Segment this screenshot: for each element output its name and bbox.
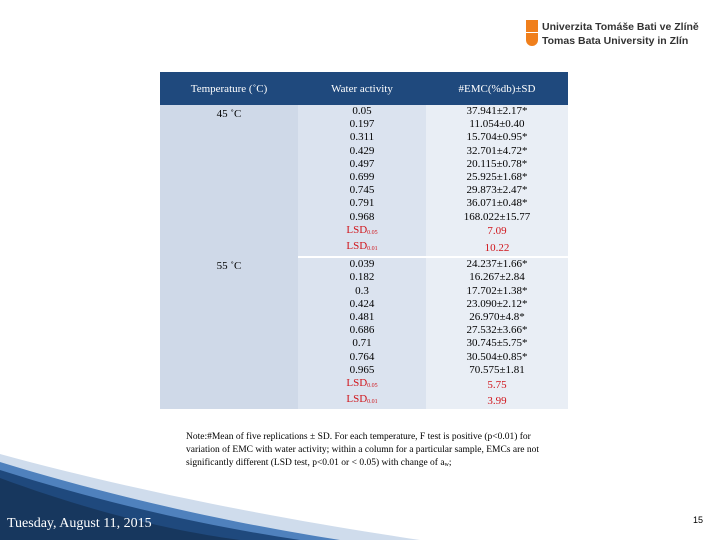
header-temperature: Temperature (˚C)	[160, 72, 298, 105]
logo-text: Univerzita Tomáše Bati ve Zlíně Tomas Ba…	[542, 20, 699, 48]
water-activity-cell: 0.965	[298, 363, 426, 378]
lsd-row: LSD0.05 7.09	[160, 223, 568, 241]
lsd-label-cell: LSD0.01	[298, 393, 426, 410]
lsd-row: LSD0.05 5.75	[160, 377, 568, 394]
note-text: Note:#Mean of five replications ± SD. Fo…	[186, 432, 539, 468]
table-row: 55 ˚C 0.039 24.237±1.66*	[160, 256, 568, 410]
table-row: 0.424 23.090±2.12*	[160, 297, 568, 312]
lsd-value-cell: 7.09	[426, 223, 568, 241]
table-row: 0.197 11.054±0.40	[160, 118, 568, 132]
table-header-row: Temperature (˚C) Water activity #EMC(%db…	[160, 72, 568, 105]
footer-wave-decoration	[0, 454, 420, 540]
emc-cell: 168.022±15.77	[426, 210, 568, 224]
lsd-row: LSD0.01 3.99	[160, 393, 568, 410]
water-activity-cell: 0.039	[298, 256, 426, 272]
table-row: 0.745 29.873±2.47*	[160, 184, 568, 198]
table-row: 0.965 70.575±1.81	[160, 363, 568, 378]
water-activity-cell: 0.791	[298, 197, 426, 211]
table-row: 0.699 25.925±1.68*	[160, 171, 568, 185]
emc-cell: 24.237±1.66*	[426, 256, 568, 272]
water-activity-cell: 0.497	[298, 157, 426, 172]
water-activity-cell: 0.968	[298, 210, 426, 224]
table-row: 0.3 17.702±1.38*	[160, 284, 568, 298]
university-logo: Univerzita Tomáše Bati ve Zlíně Tomas Ba…	[526, 17, 699, 51]
lsd-subscript: 0.05	[367, 229, 378, 236]
emc-cell: 17.702±1.38*	[426, 284, 568, 298]
temperature-cell: 55 ˚C	[160, 257, 298, 410]
lsd-label-cell: LSD0.05	[298, 377, 426, 394]
emc-cell: 20.115±0.78*	[426, 157, 568, 172]
table-note: Note:#Mean of five replications ± SD. Fo…	[186, 431, 546, 472]
emc-cell: 30.504±0.85*	[426, 350, 568, 364]
water-activity-cell: 0.311	[298, 131, 426, 145]
emc-cell: 15.704±0.95*	[426, 131, 568, 145]
water-activity-cell: 0.429	[298, 144, 426, 158]
table-row: 45 ˚C 0.05 37.941±2.17*	[160, 105, 568, 258]
water-activity-cell: 0.71	[298, 337, 426, 351]
table-row: 0.429 32.701±4.72*	[160, 144, 568, 158]
table-row: 0.497 20.115±0.78*	[160, 157, 568, 172]
lsd-subscript: 0.01	[367, 399, 378, 406]
header-water-activity: Water activity	[298, 72, 426, 105]
emc-cell: 30.745±5.75*	[426, 337, 568, 351]
emc-cell: 27.532±3.66*	[426, 324, 568, 338]
table-row: 0.764 30.504±0.85*	[160, 350, 568, 364]
emc-cell: 26.970±4.8*	[426, 311, 568, 325]
water-activity-cell: 0.182	[298, 271, 426, 285]
table-row: 0.791 36.071±0.48*	[160, 197, 568, 211]
emc-table: Temperature (˚C) Water activity #EMC(%db…	[160, 72, 568, 410]
water-activity-cell: 0.764	[298, 350, 426, 364]
temperature-label: 55 ˚C	[216, 260, 242, 273]
emc-cell: 36.071±0.48*	[426, 197, 568, 211]
water-activity-cell: 0.3	[298, 284, 426, 298]
lsd-label: LSD	[346, 223, 368, 236]
water-activity-cell: 0.481	[298, 311, 426, 325]
table-row: 0.71 30.745±5.75*	[160, 337, 568, 351]
table-row: 0.182 16.267±2.84	[160, 271, 568, 285]
emc-cell: 23.090±2.12*	[426, 297, 568, 312]
lsd-subscript: 0.05	[367, 383, 378, 390]
lsd-value-cell: 3.99	[426, 393, 568, 410]
emc-cell: 32.701±4.72*	[426, 144, 568, 158]
note-subscript: w	[444, 462, 449, 468]
lsd-value-cell: 5.75	[426, 377, 568, 394]
emc-cell: 11.054±0.40	[426, 118, 568, 132]
lsd-subscript: 0.01	[367, 246, 378, 253]
logo-line-1: Univerzita Tomáše Bati ve Zlíně	[542, 21, 699, 33]
emc-cell: 29.873±2.47*	[426, 184, 568, 198]
lsd-label: LSD	[346, 393, 368, 406]
temperature-label: 45 ˚C	[216, 108, 242, 120]
emc-cell: 16.267±2.84	[426, 271, 568, 285]
note-end: ;	[448, 458, 452, 468]
water-activity-cell: 0.197	[298, 118, 426, 132]
water-activity-cell: 0.686	[298, 324, 426, 338]
lsd-label: LSD	[346, 377, 368, 390]
logo-line-2: Tomas Bata University in Zlín	[542, 35, 689, 47]
water-activity-cell: 0.424	[298, 297, 426, 312]
emc-cell: 37.941±2.17*	[426, 105, 568, 119]
water-activity-cell: 0.699	[298, 171, 426, 185]
table-body: 45 ˚C 0.05 37.941±2.17* 0.197 11.054±0.40 0.3…	[160, 105, 568, 410]
table-row: 0.481 26.970±4.8*	[160, 311, 568, 325]
lsd-value-cell: 10.22	[426, 240, 568, 258]
emc-cell: 70.575±1.81	[426, 363, 568, 378]
footer-date: Tuesday, August 11, 2015	[7, 516, 152, 531]
lsd-row: LSD0.01 10.22	[160, 240, 568, 258]
lsd-label: LSD	[346, 240, 368, 253]
lsd-label-cell: LSD0.01	[298, 240, 426, 258]
temperature-cell: 45 ˚C	[160, 105, 298, 258]
emc-cell: 25.925±1.68*	[426, 171, 568, 185]
table-row: 0.686 27.532±3.66*	[160, 324, 568, 338]
table-row: 0.968 168.022±15.77	[160, 210, 568, 224]
page-number: 15	[692, 515, 703, 525]
header-emc: #EMC(%db)±SD	[426, 72, 568, 105]
logo-mark-icon	[526, 20, 538, 46]
lsd-label-cell: LSD0.05	[298, 223, 426, 241]
water-activity-cell: 0.745	[298, 184, 426, 198]
water-activity-cell: 0.05	[298, 105, 426, 119]
table-row: 0.311 15.704±0.95*	[160, 131, 568, 145]
